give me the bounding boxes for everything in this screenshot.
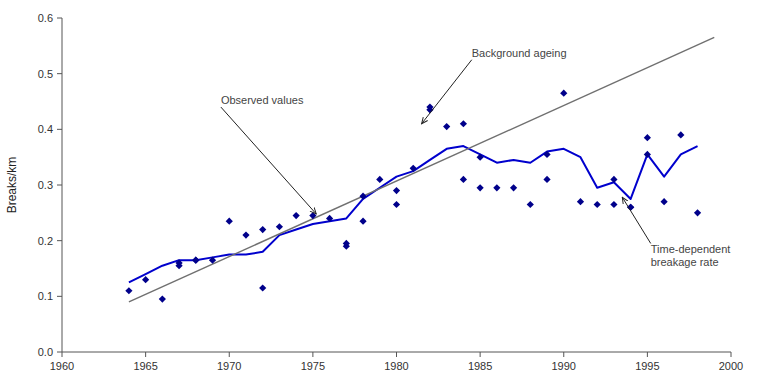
- x-tick-label: 1980: [384, 360, 408, 372]
- y-tick-label: 0.0: [38, 346, 53, 358]
- scatter-point: [192, 257, 199, 264]
- annotation-arrow: [622, 197, 650, 243]
- y-tick: [57, 129, 62, 130]
- scatter-series: [125, 90, 701, 303]
- line-series: [129, 37, 714, 301]
- scatter-point: [359, 193, 366, 200]
- y-axis-label: Breaks/km: [5, 157, 19, 214]
- scatter-point: [543, 151, 550, 158]
- scatter-point: [527, 201, 534, 208]
- scatter-point: [376, 176, 383, 183]
- x-tick: [563, 352, 564, 357]
- scatter-point: [694, 209, 701, 216]
- y-tick: [57, 185, 62, 186]
- y-tick: [57, 296, 62, 297]
- x-tick: [731, 352, 732, 357]
- chart: 0.0 0.1 0.2 0.3 0.4 0.5 0.6 1960 1965 1970 1975 198…: [0, 0, 765, 384]
- line-series: [129, 146, 698, 282]
- scatter-point: [510, 184, 517, 191]
- scatter-point: [175, 262, 182, 269]
- x-tick-label: 1995: [635, 360, 659, 372]
- scatter-point: [410, 165, 417, 172]
- scatter-point: [343, 243, 350, 250]
- scatter-point: [326, 215, 333, 222]
- x-tick-label: 1975: [301, 360, 325, 372]
- plot-area: [125, 37, 714, 302]
- annotation-text: Observed values: [221, 94, 304, 106]
- scatter-point: [125, 287, 132, 294]
- scatter-point: [226, 218, 233, 225]
- x-tick-label: 1960: [50, 360, 74, 372]
- scatter-point: [293, 212, 300, 219]
- scatter-point: [242, 232, 249, 239]
- scatter-point: [460, 120, 467, 127]
- annotation-text: Background ageing: [472, 47, 567, 59]
- scatter-point: [393, 187, 400, 194]
- scatter-point: [276, 223, 283, 230]
- y-axis: 0.0 0.1 0.2 0.3 0.4 0.5 0.6: [38, 12, 62, 358]
- scatter-point: [359, 218, 366, 225]
- y-tick-label: 0.2: [38, 235, 53, 247]
- scatter-point: [661, 198, 668, 205]
- scatter-point: [610, 176, 617, 183]
- scatter-point: [560, 90, 567, 97]
- scatter-point: [159, 296, 166, 303]
- x-tick: [647, 352, 648, 357]
- y-tick: [57, 240, 62, 241]
- scatter-point: [443, 123, 450, 130]
- y-tick-label: 0.4: [38, 123, 53, 135]
- x-tick: [229, 352, 230, 357]
- scatter-point: [460, 176, 467, 183]
- y-tick-label: 0.3: [38, 179, 53, 191]
- scatter-point: [477, 154, 484, 161]
- x-tick-label: 1970: [217, 360, 241, 372]
- annotation-arrow: [422, 60, 472, 124]
- x-tick: [396, 352, 397, 357]
- annotation-text: Time-dependentbreakage rate: [651, 243, 731, 268]
- y-tick: [57, 18, 62, 19]
- y-tick: [57, 73, 62, 74]
- scatter-point: [142, 276, 149, 283]
- x-tick: [480, 352, 481, 357]
- scatter-point: [393, 201, 400, 208]
- scatter-point: [192, 257, 199, 264]
- scatter-point: [209, 257, 216, 264]
- x-tick: [312, 352, 313, 357]
- y-tick: [57, 352, 62, 353]
- x-tick: [145, 352, 146, 357]
- x-tick-label: 1990: [552, 360, 576, 372]
- scatter-point: [259, 284, 266, 291]
- annotations: Observed values Background ageing Time-dep…: [221, 47, 731, 269]
- scatter-point: [644, 134, 651, 141]
- y-tick-label: 0.5: [38, 68, 53, 80]
- y-tick-label: 0.6: [38, 12, 53, 24]
- x-axis: 1960 1965 1970 1975 1980 1985 1990 1995 2000: [50, 352, 743, 372]
- y-tick-label: 0.1: [38, 290, 53, 302]
- scatter-point: [677, 131, 684, 138]
- scatter-point: [577, 198, 584, 205]
- scatter-point: [644, 151, 651, 158]
- scatter-point: [610, 201, 617, 208]
- scatter-point: [259, 226, 266, 233]
- x-tick-label: 1965: [133, 360, 157, 372]
- scatter-point: [477, 184, 484, 191]
- annotation-arrow: [221, 107, 316, 214]
- scatter-point: [543, 176, 550, 183]
- y-axis-line: [62, 18, 63, 352]
- x-axis-line: [62, 352, 731, 353]
- x-tick: [62, 352, 63, 357]
- x-tick-label: 1985: [468, 360, 492, 372]
- scatter-point: [594, 201, 601, 208]
- x-tick-label: 2000: [719, 360, 743, 372]
- scatter-point: [493, 184, 500, 191]
